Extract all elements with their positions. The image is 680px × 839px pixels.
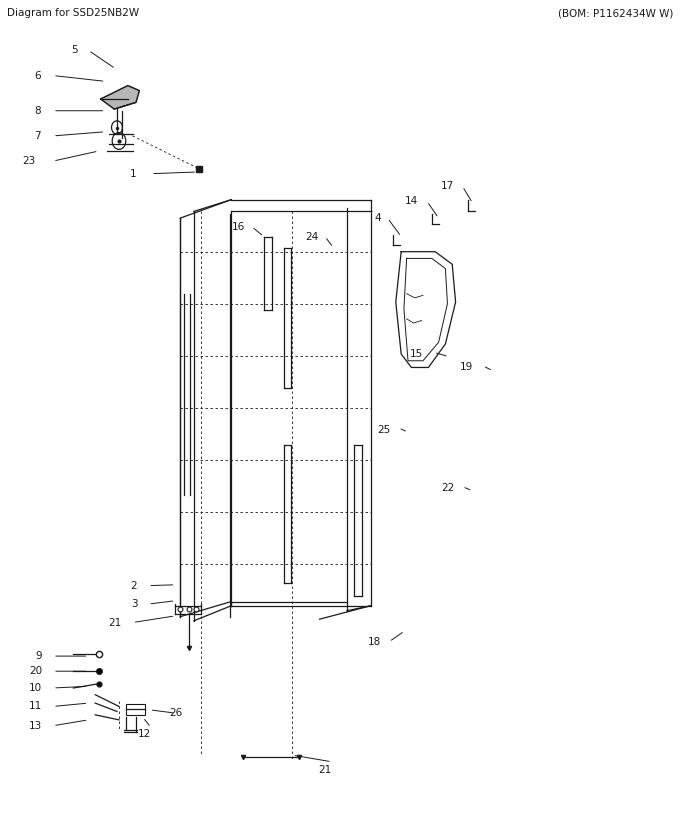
Text: 21: 21	[319, 765, 332, 775]
Bar	[126, 704, 145, 715]
Text: 21: 21	[108, 618, 121, 628]
Text: 9: 9	[35, 651, 42, 661]
Text: 1: 1	[129, 169, 136, 179]
Text: 10: 10	[29, 683, 42, 693]
Text: 12: 12	[138, 729, 151, 739]
Text: 2: 2	[131, 581, 137, 591]
Text: 7: 7	[34, 131, 41, 141]
Text: 24: 24	[305, 232, 318, 242]
Text: 13: 13	[29, 721, 42, 731]
Text: 17: 17	[441, 181, 454, 191]
Polygon shape	[101, 86, 139, 109]
Text: 6: 6	[34, 70, 41, 81]
Text: 16: 16	[232, 221, 245, 232]
Text: 22: 22	[441, 483, 454, 493]
Text: 19: 19	[460, 362, 473, 373]
Text: 3: 3	[131, 599, 137, 609]
Text: (BOM: P1162434W W): (BOM: P1162434W W)	[558, 8, 673, 18]
Text: 15: 15	[410, 349, 423, 359]
Text: 23: 23	[22, 156, 35, 166]
Text: 14: 14	[405, 196, 418, 206]
Text: 5: 5	[71, 45, 78, 55]
Text: 8: 8	[34, 106, 41, 116]
Text: 20: 20	[29, 666, 42, 676]
Text: 25: 25	[378, 425, 391, 435]
Text: Diagram for SSD25NB2W: Diagram for SSD25NB2W	[7, 8, 139, 18]
Text: 11: 11	[29, 701, 42, 711]
Text: 4: 4	[374, 213, 381, 223]
Text: 26: 26	[169, 708, 182, 718]
Text: 18: 18	[368, 637, 381, 647]
